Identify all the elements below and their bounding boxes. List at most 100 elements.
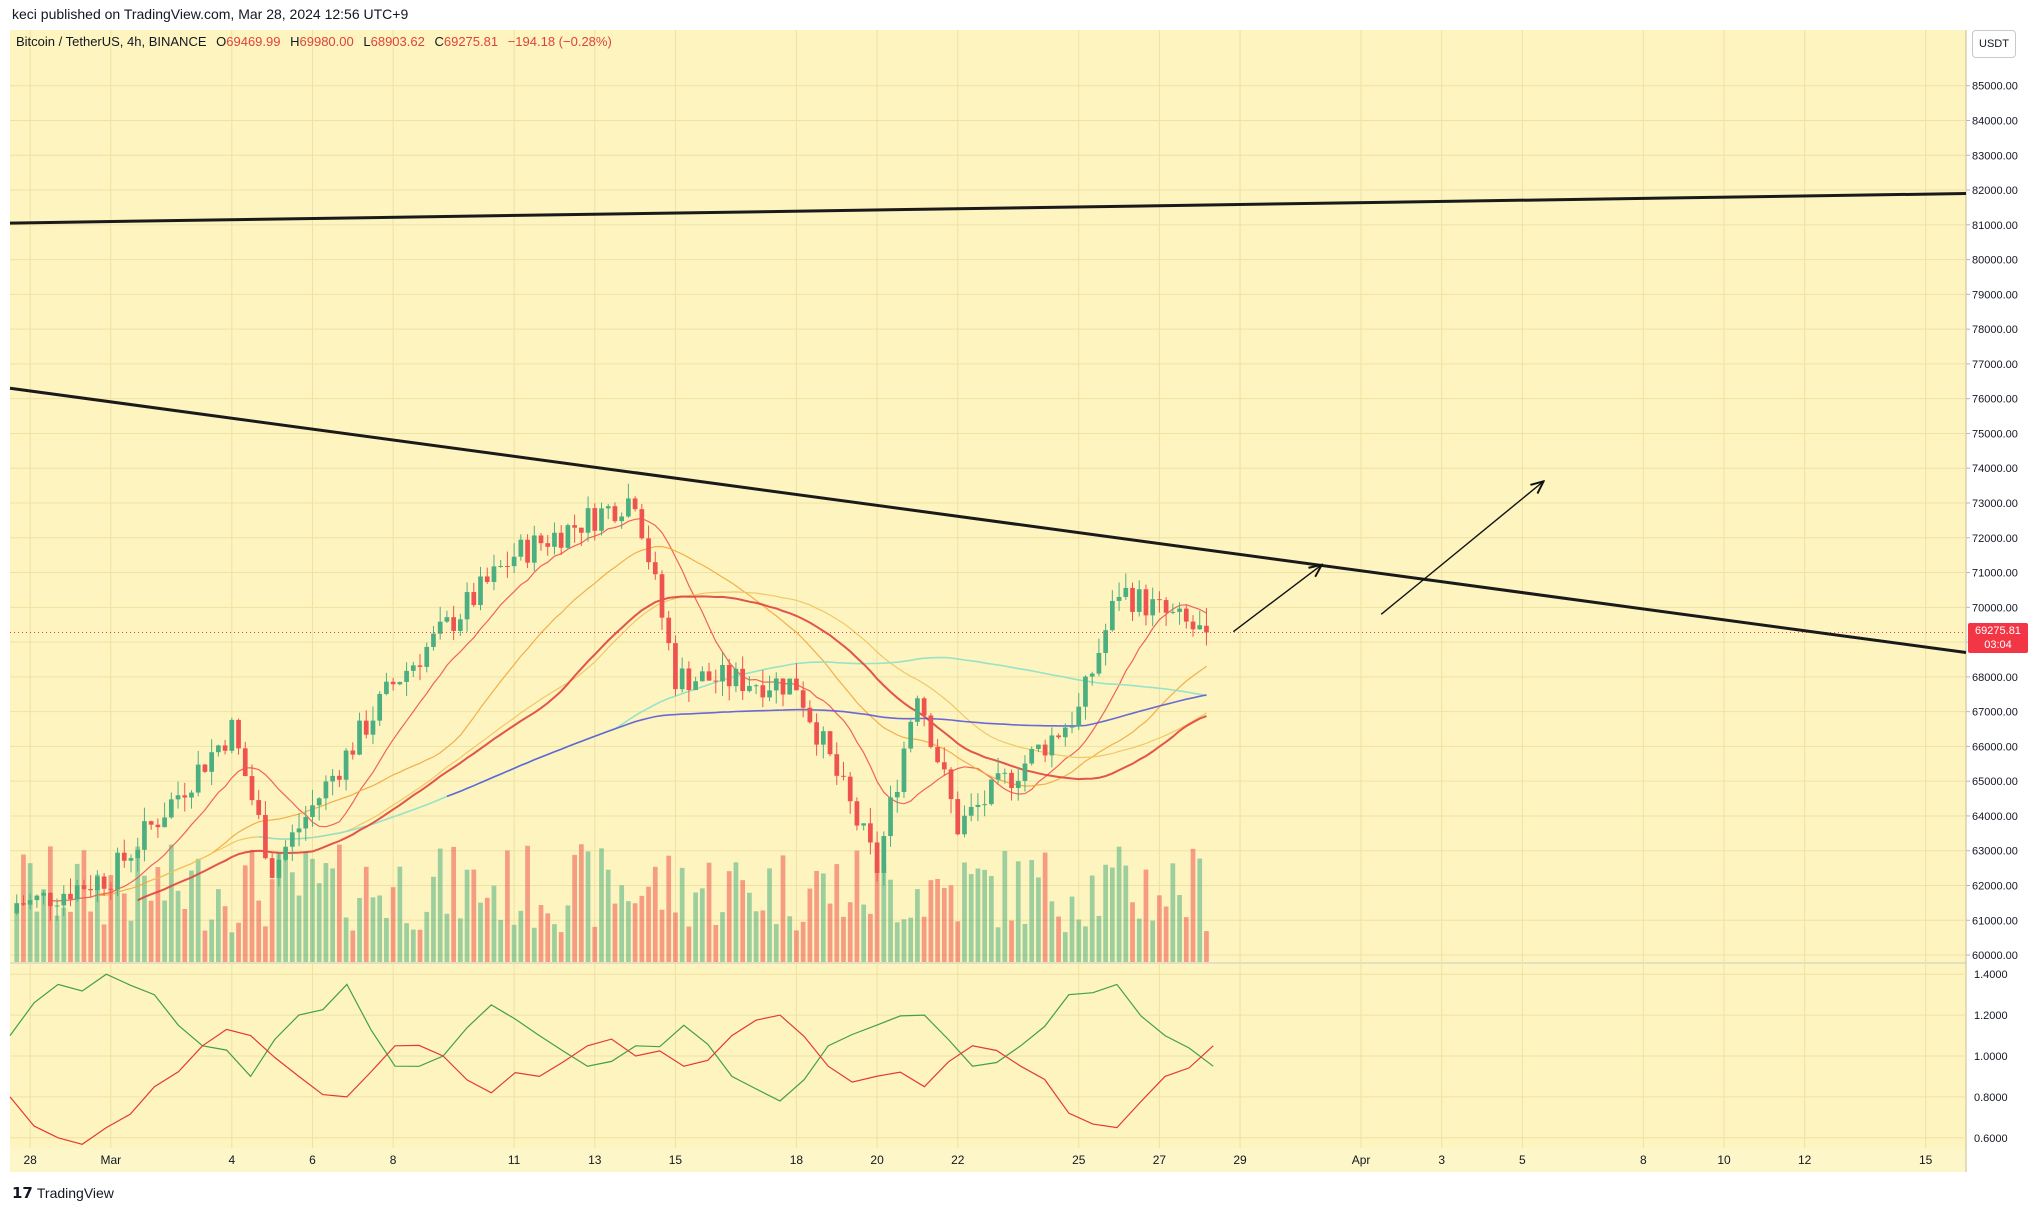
- candle-body: [484, 576, 490, 582]
- volume-bar: [847, 902, 853, 962]
- candle-body: [753, 685, 759, 687]
- candle-body: [1069, 726, 1075, 728]
- volume-bar: [908, 917, 914, 962]
- candle-body: [1183, 608, 1189, 622]
- brand-footer[interactable]: 𝟭𝟳 TradingView: [12, 1184, 114, 1202]
- price-tick-label: 78000.00: [1972, 324, 2018, 336]
- candle-body: [948, 769, 954, 800]
- candle-body: [498, 566, 504, 568]
- volume-bar: [814, 870, 819, 962]
- volume-bar: [464, 869, 470, 962]
- time-tick-label: 8: [1640, 1153, 1647, 1167]
- candle-body: [565, 525, 571, 548]
- volume-bar: [545, 913, 551, 962]
- volume-bar: [410, 929, 416, 962]
- time-tick-label: 5: [1519, 1153, 1526, 1167]
- price-tick-label: 65000.00: [1972, 776, 2018, 788]
- candle-body: [1123, 587, 1129, 597]
- volume-bar: [726, 871, 732, 962]
- candle-body: [61, 893, 67, 906]
- volume-bar: [626, 901, 631, 962]
- candle-body: [377, 693, 383, 721]
- candle-body: [1009, 772, 1014, 789]
- candle-body: [175, 795, 181, 800]
- candle-body: [982, 804, 987, 806]
- price-tick-label: 62000.00: [1972, 881, 2018, 893]
- volume-bar: [121, 893, 127, 962]
- volume-bar: [424, 911, 430, 962]
- volume-bar: [706, 862, 712, 962]
- candle-body: [283, 846, 288, 860]
- candle-body: [720, 664, 725, 682]
- candle-body: [780, 678, 786, 695]
- volume-bar: [592, 926, 598, 962]
- candle-body: [115, 852, 120, 890]
- volume-bar: [323, 863, 329, 962]
- candle-body: [431, 633, 436, 647]
- time-tick-label: 4: [228, 1153, 235, 1167]
- candle-body: [820, 731, 826, 745]
- volume-bar: [1096, 915, 1102, 962]
- candle-body: [202, 764, 208, 772]
- trendline: [9, 386, 1967, 655]
- volume-bar: [1076, 919, 1082, 962]
- candle-body: [626, 498, 631, 517]
- time-tick-label: 18: [790, 1153, 804, 1167]
- candle-body: [955, 799, 961, 835]
- candle-body: [216, 745, 221, 753]
- volume-bar: [928, 880, 934, 962]
- candle-body: [666, 617, 672, 644]
- volume-bar: [148, 900, 154, 962]
- candle-body: [457, 619, 463, 631]
- candle-body: [881, 836, 887, 873]
- candle-body: [41, 892, 46, 896]
- time-tick-label: 10: [1717, 1153, 1731, 1167]
- volume-bar: [54, 915, 60, 962]
- volume-bar: [370, 897, 376, 962]
- candle-body: [915, 698, 920, 722]
- candle-body: [733, 668, 739, 687]
- candle-body: [81, 885, 87, 889]
- candle-body: [968, 806, 974, 816]
- currency-unit-button[interactable]: USDT: [1972, 30, 2016, 58]
- candle-body: [229, 719, 235, 751]
- time-tick-label: 8: [390, 1153, 397, 1167]
- volume-bar: [807, 888, 813, 962]
- volume-bar: [182, 908, 188, 962]
- candle-body: [578, 527, 584, 533]
- candle-body: [54, 905, 60, 907]
- price-tick-label: 71000.00: [1972, 568, 2018, 580]
- candle-body: [1177, 608, 1182, 612]
- volume-bar: [1083, 926, 1088, 962]
- volume-bar: [968, 874, 974, 962]
- candle-body: [310, 805, 315, 817]
- arrow-annotation: [1232, 566, 1320, 633]
- volume-bar: [1103, 864, 1108, 962]
- volume-bar: [632, 903, 638, 962]
- volume-bar: [249, 849, 255, 962]
- volume-bar: [861, 904, 867, 962]
- low-label: L: [363, 34, 371, 49]
- price-tick-label: 81000.00: [1972, 220, 2018, 232]
- candle-body: [397, 681, 403, 685]
- volume-bar: [101, 924, 107, 962]
- candle-body: [995, 773, 1001, 780]
- volume-bar: [686, 926, 692, 962]
- candle-body: [673, 643, 678, 690]
- candle-body: [841, 775, 846, 777]
- candle-body: [276, 859, 282, 878]
- candle-body: [95, 876, 100, 891]
- candle-body: [639, 509, 645, 539]
- volume-bar: [538, 905, 544, 962]
- volume-bar: [780, 855, 786, 962]
- symbol-name[interactable]: Bitcoin / TetherUS, 4h, BINANCE: [16, 34, 207, 49]
- volume-bar: [229, 932, 235, 962]
- volume-bar: [995, 927, 1001, 962]
- brand-name: TradingView: [36, 1185, 114, 1201]
- candle-body: [236, 719, 241, 749]
- volume-bar: [68, 911, 73, 962]
- volume-bar: [565, 905, 571, 962]
- volume-bar: [263, 926, 268, 962]
- candle-body: [814, 722, 819, 745]
- volume-bar: [256, 900, 262, 962]
